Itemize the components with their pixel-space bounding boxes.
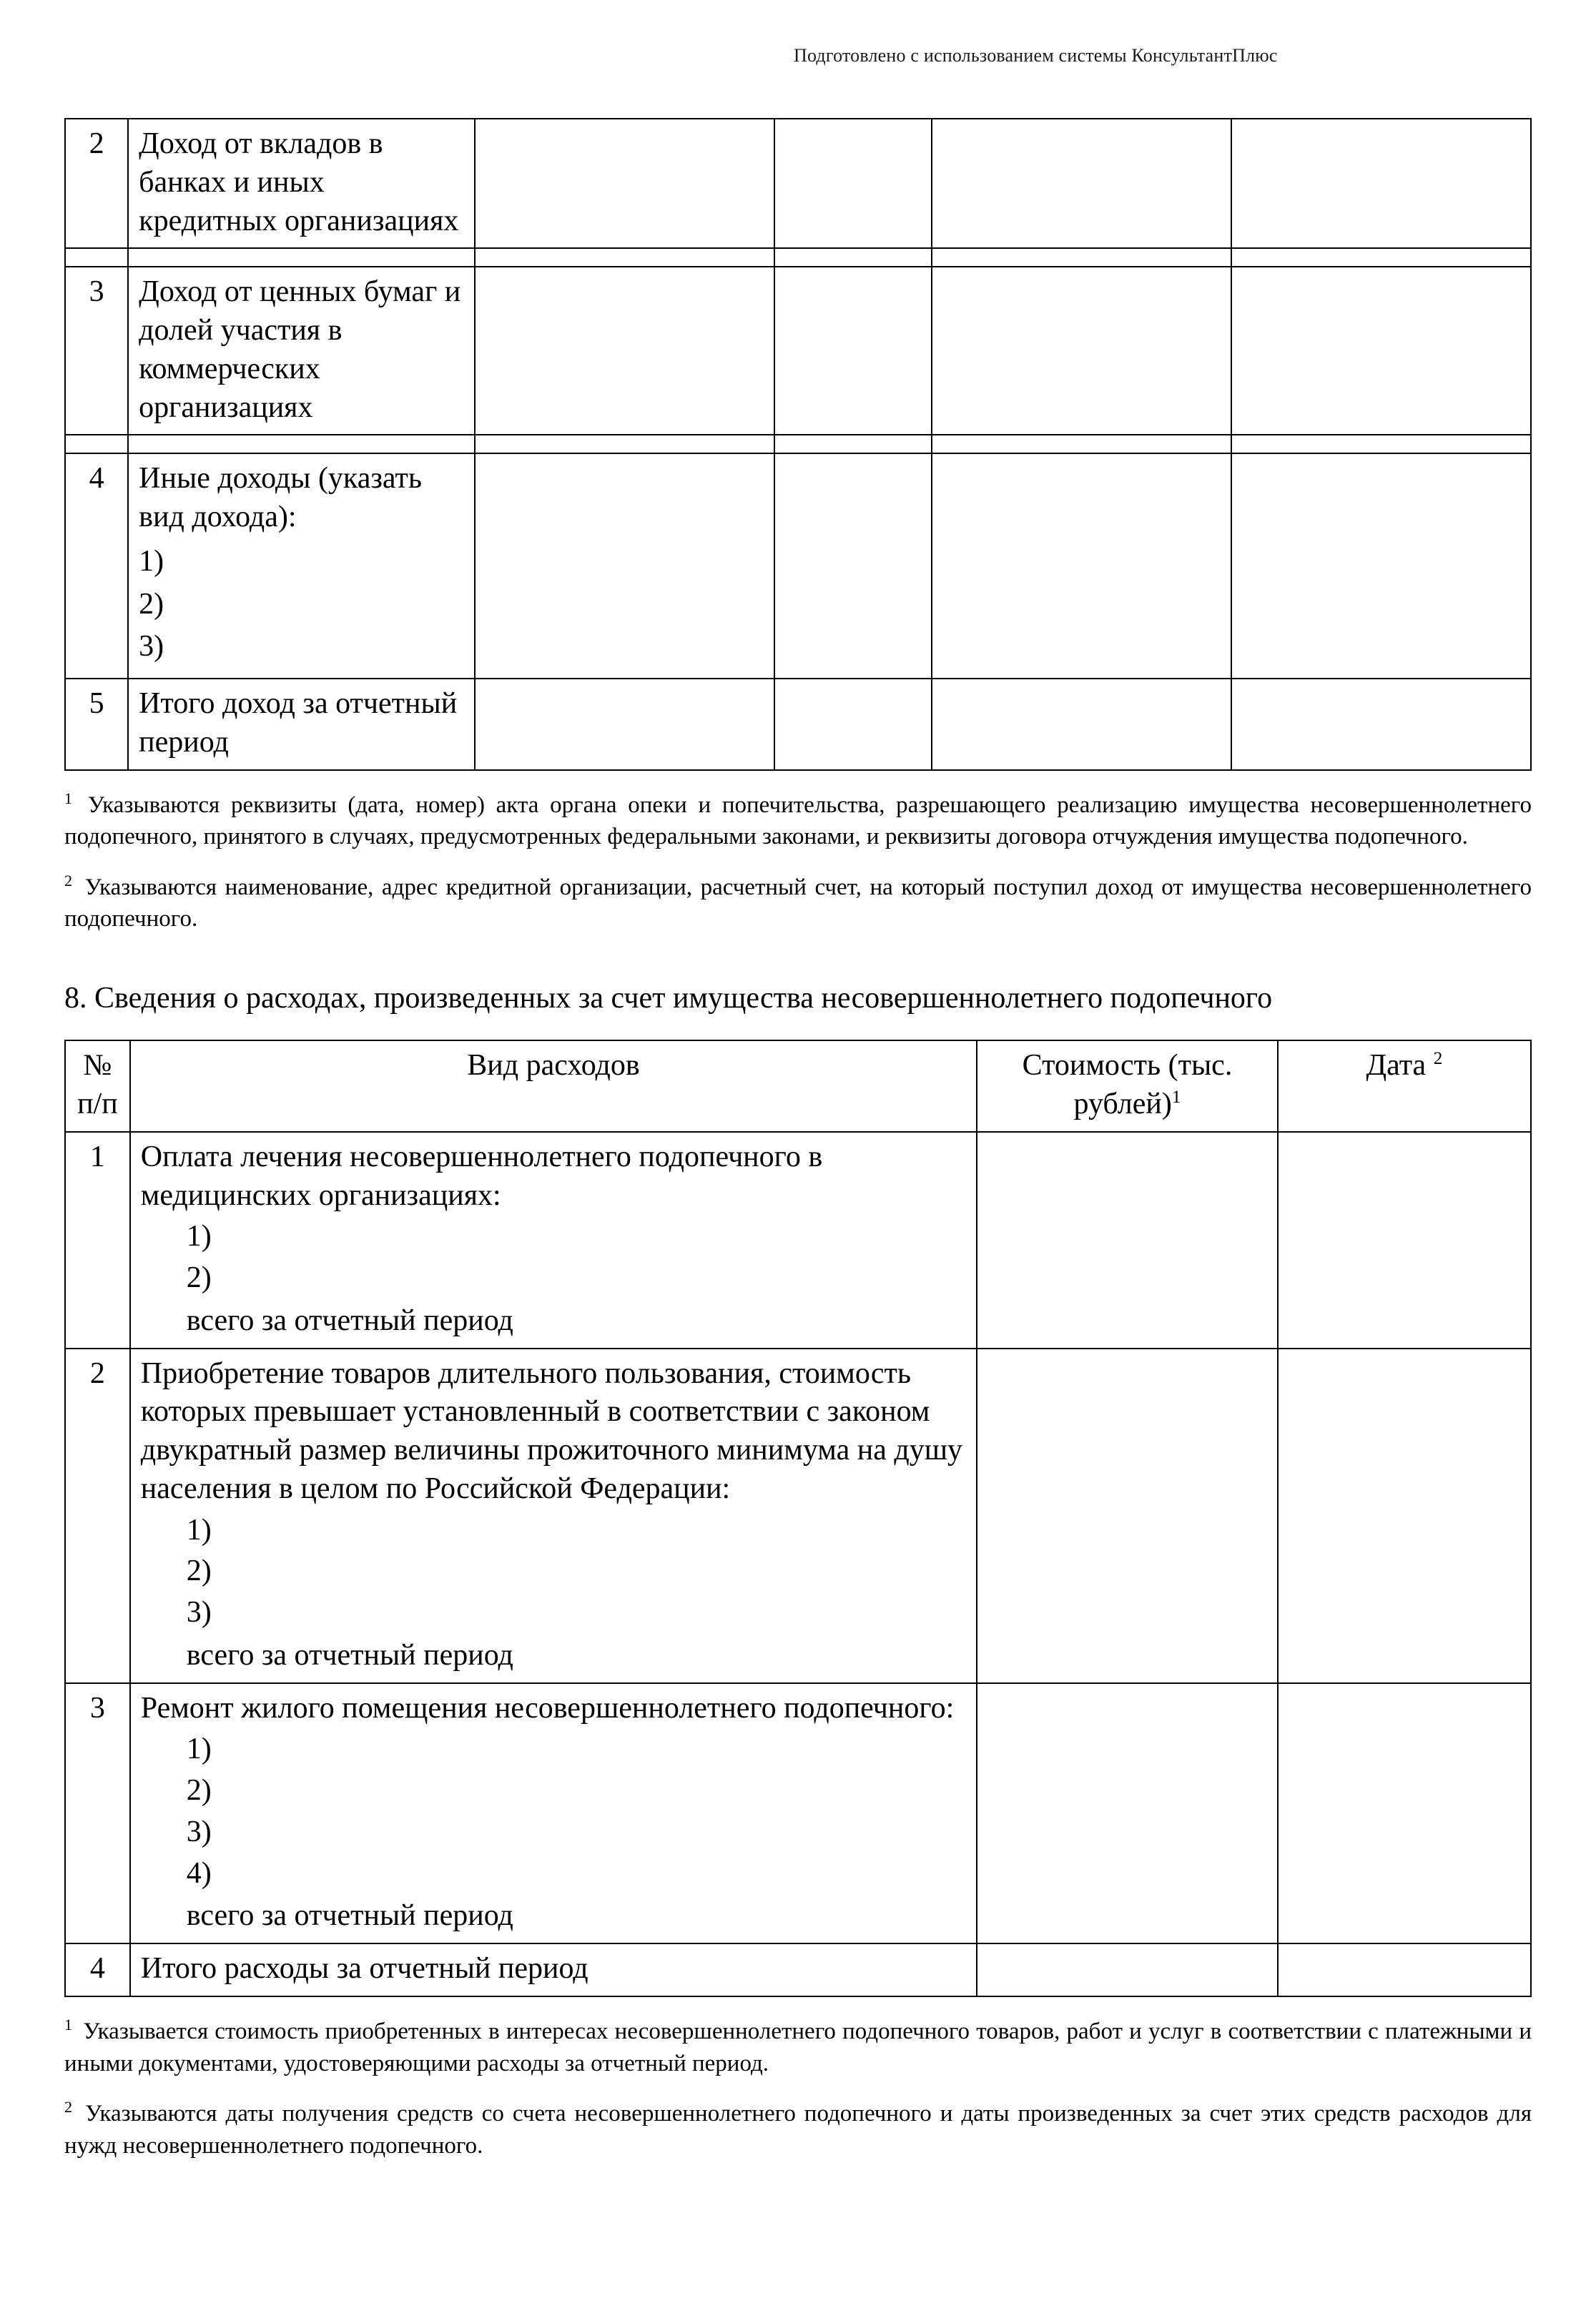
- footnote-text: Указываются даты получения средств со сч…: [64, 2101, 1532, 2159]
- date-cell: [1278, 1132, 1531, 1349]
- footnote-text: Указывается стоимость приобретенных в ин…: [64, 2019, 1532, 2076]
- footnote-sup: 2: [64, 2098, 72, 2116]
- row-description: Итого доход за отчетный период: [128, 679, 475, 770]
- row-number: 4: [65, 1943, 130, 1996]
- row-lead: Ремонт жилого помещения несовершеннолетн…: [141, 1690, 966, 1728]
- empty-cell: [932, 267, 1231, 435]
- row-lead: Оплата лечения несовершеннолетнего подоп…: [141, 1138, 966, 1216]
- cost-cell: [977, 1132, 1278, 1349]
- row-description: Иные доходы (указать вид дохода):1)2)3): [128, 453, 475, 679]
- row-description: Ремонт жилого помещения несовершеннолетн…: [130, 1683, 977, 1944]
- row-description: Доход от вкладов в банках и иных кредитн…: [128, 119, 475, 248]
- header-note: Подготовлено с использованием системы Ко…: [794, 43, 1532, 68]
- sub-item: 1): [139, 543, 464, 581]
- footnote-1-2: 2 Указываются наименование, адрес кредит…: [64, 870, 1532, 935]
- sub-item: 2): [139, 586, 464, 624]
- sub-item: 4): [187, 1855, 966, 1893]
- row-number: 1: [65, 1132, 130, 1349]
- empty-cell: [475, 267, 774, 435]
- cost-cell: [977, 1683, 1278, 1944]
- empty-cell: [1231, 119, 1531, 248]
- empty-cell: [475, 119, 774, 248]
- footnote-sup: 1: [64, 789, 72, 807]
- row-tail: всего за отчетный период: [187, 1302, 966, 1341]
- empty-cell: [932, 679, 1231, 770]
- empty-cell: [475, 453, 774, 679]
- col-kind: Вид расходов: [130, 1040, 977, 1132]
- cost-cell: [977, 1349, 1278, 1683]
- sub-item: 3): [187, 1813, 966, 1852]
- row-tail: всего за отчетный период: [187, 1637, 966, 1675]
- table-row: 3Доход от ценных бумаг и долей участия в…: [65, 267, 1531, 435]
- row-number: 2: [65, 1349, 130, 1683]
- cost-cell: [977, 1943, 1278, 1996]
- footnote-text: Указываются наименование, адрес кредитно…: [64, 874, 1532, 932]
- footnote-1-1: 1 Указываются реквизиты (дата, номер) ак…: [64, 788, 1532, 853]
- date-cell: [1278, 1349, 1531, 1683]
- empty-cell: [1231, 679, 1531, 770]
- row-number: 3: [65, 1683, 130, 1944]
- footnotes-block-2: 1 Указывается стоимость приобретенных в …: [64, 2014, 1532, 2162]
- empty-cell: [1231, 267, 1531, 435]
- row-number: 3: [65, 267, 128, 435]
- footnote-2-2: 2 Указываются даты получения средств со …: [64, 2096, 1532, 2162]
- row-number: 2: [65, 119, 128, 248]
- empty-cell: [774, 453, 932, 679]
- table-header-row: № п/п Вид расходов Стоимость (тыс. рубле…: [65, 1040, 1531, 1132]
- empty-cell: [774, 119, 932, 248]
- row-number: 5: [65, 679, 128, 770]
- empty-cell: [774, 679, 932, 770]
- sub-item: 3): [139, 628, 464, 666]
- row-description: Оплата лечения несовершеннолетнего подоп…: [130, 1132, 977, 1349]
- gap-row: [65, 435, 1531, 453]
- row-description: Приобретение товаров длительного пользов…: [130, 1349, 977, 1683]
- table-row: 2Приобретение товаров длительного пользо…: [65, 1349, 1531, 1683]
- empty-cell: [932, 453, 1231, 679]
- table-row: 4 Итого расходы за отчетный период: [65, 1943, 1531, 1996]
- row-number: 4: [65, 453, 128, 679]
- table-row: 2Доход от вкладов в банках и иных кредит…: [65, 119, 1531, 248]
- row-lead: Приобретение товаров длительного пользов…: [141, 1355, 966, 1509]
- section-8-title: 8. Сведения о расходах, произведенных за…: [64, 978, 1532, 1019]
- row-tail: всего за отчетный период: [187, 1897, 966, 1936]
- sub-item: 3): [187, 1594, 966, 1632]
- table-row: 3 Ремонт жилого помещения несовершеннолет…: [65, 1683, 1531, 1944]
- row-description: Доход от ценных бумаг и долей участия в …: [128, 267, 475, 435]
- footnote-sup: 1: [64, 2016, 72, 2034]
- table-row: 1Оплата лечения несовершеннолетнего подо…: [65, 1132, 1531, 1349]
- table-row: 5Итого доход за отчетный период: [65, 679, 1531, 770]
- sub-item: 1): [187, 1730, 966, 1769]
- footnote-sup: 2: [64, 872, 72, 890]
- footnote-2-1: 1 Указывается стоимость приобретенных в …: [64, 2014, 1532, 2079]
- footnotes-block-1: 1 Указываются реквизиты (дата, номер) ак…: [64, 788, 1532, 935]
- sub-item: 2): [187, 1772, 966, 1810]
- empty-cell: [1231, 453, 1531, 679]
- col-num: № п/п: [65, 1040, 130, 1132]
- empty-cell: [932, 119, 1231, 248]
- gap-row: [65, 248, 1531, 267]
- footnote-text: Указываются реквизиты (дата, номер) акта…: [64, 792, 1532, 850]
- income-table: 2Доход от вкладов в банках и иных кредит…: [64, 118, 1532, 771]
- date-cell: [1278, 1943, 1531, 1996]
- col-cost: Стоимость (тыс. рублей)1: [977, 1040, 1278, 1132]
- expenses-table: № п/п Вид расходов Стоимость (тыс. рубле…: [64, 1040, 1532, 1997]
- row-lead: Итого расходы за отчетный период: [141, 1950, 966, 1989]
- sub-item: 2): [187, 1552, 966, 1591]
- date-cell: [1278, 1683, 1531, 1944]
- empty-cell: [774, 267, 932, 435]
- row-description: Итого расходы за отчетный период: [130, 1943, 977, 1996]
- sub-item: 2): [187, 1259, 966, 1298]
- col-date: Дата 2: [1278, 1040, 1531, 1132]
- sub-item: 1): [187, 1218, 966, 1256]
- sub-item: 1): [187, 1512, 966, 1550]
- table-row: 4Иные доходы (указать вид дохода):1)2)3): [65, 453, 1531, 679]
- empty-cell: [475, 679, 774, 770]
